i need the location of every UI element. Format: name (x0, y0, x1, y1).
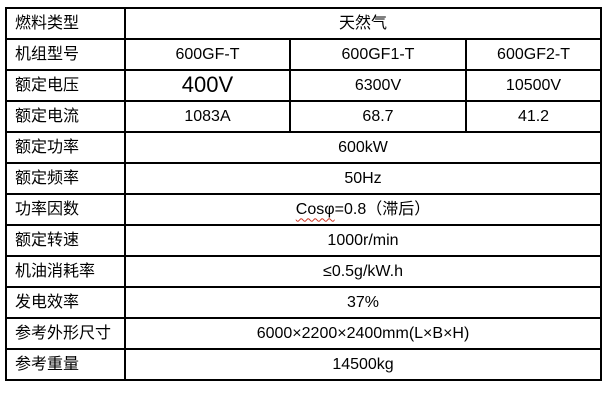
row-label-oil-consumption: 机油消耗率 (5, 255, 126, 288)
spellcheck-underlined-text: Cosφ (295, 200, 335, 218)
generator-spec-table: 燃料类型 天然气 机组型号 600GF-T 600GF1-T 600GF2-T … (5, 7, 603, 381)
value-voltage-1: 400V (124, 69, 291, 102)
row-label-rated-frequency: 额定频率 (5, 162, 126, 195)
table-row-unit-model: 机组型号 600GF-T 600GF1-T 600GF2-T (5, 38, 603, 71)
value-rated-speed: 1000r/min (123, 224, 603, 257)
value-fuel-type: 天然气 (123, 7, 603, 40)
table-row-fuel-type: 燃料类型 天然气 (5, 7, 603, 40)
power-factor-rest-text: =0.8（滞后） (334, 200, 431, 218)
table-row-rated-speed: 额定转速 1000r/min (5, 224, 603, 257)
value-power-factor: Cosφ=0.8（滞后） (123, 193, 603, 226)
row-label-rated-speed: 额定转速 (5, 224, 126, 257)
row-label-rated-current: 额定电流 (5, 100, 126, 133)
value-reference-dimensions: 6000×2200×2400mm(L×B×H) (123, 317, 603, 350)
value-model-2: 600GF1-T (289, 38, 467, 71)
table-row-rated-power: 额定功率 600kW (5, 131, 603, 164)
value-current-3: 41.2 (464, 100, 603, 133)
row-label-rated-voltage: 额定电压 (5, 69, 126, 102)
row-label-power-factor: 功率因数 (5, 193, 126, 226)
table-row-oil-consumption: 机油消耗率 ≤0.5g/kW.h (5, 255, 603, 288)
value-model-1: 600GF-T (124, 38, 291, 71)
row-label-fuel-type: 燃料类型 (5, 7, 126, 40)
table-row-rated-frequency: 额定频率 50Hz (5, 162, 603, 195)
row-label-rated-power: 额定功率 (5, 131, 126, 164)
row-label-generation-efficiency: 发电效率 (5, 286, 126, 319)
table-row-generation-efficiency: 发电效率 37% (5, 286, 603, 319)
table-row-rated-voltage: 额定电压 400V 6300V 10500V (5, 69, 603, 102)
row-label-reference-weight: 参考重量 (5, 348, 126, 381)
value-generation-efficiency: 37% (123, 286, 603, 319)
table-row-reference-dimensions: 参考外形尺寸 6000×2200×2400mm(L×B×H) (5, 317, 603, 350)
value-voltage-3: 10500V (464, 69, 603, 102)
value-rated-power: 600kW (123, 131, 603, 164)
value-current-2: 68.7 (289, 100, 467, 133)
value-rated-frequency: 50Hz (123, 162, 603, 195)
row-label-unit-model: 机组型号 (5, 38, 126, 71)
table-row-rated-current: 额定电流 1083A 68.7 41.2 (5, 100, 603, 133)
value-voltage-2: 6300V (289, 69, 467, 102)
value-oil-consumption: ≤0.5g/kW.h (123, 255, 603, 288)
value-current-1: 1083A (124, 100, 291, 133)
table-row-reference-weight: 参考重量 14500kg (5, 348, 603, 381)
table-row-power-factor: 功率因数 Cosφ=0.8（滞后） (5, 193, 603, 226)
value-reference-weight: 14500kg (123, 348, 603, 381)
row-label-reference-dimensions: 参考外形尺寸 (5, 317, 126, 350)
value-model-3: 600GF2-T (464, 38, 603, 71)
